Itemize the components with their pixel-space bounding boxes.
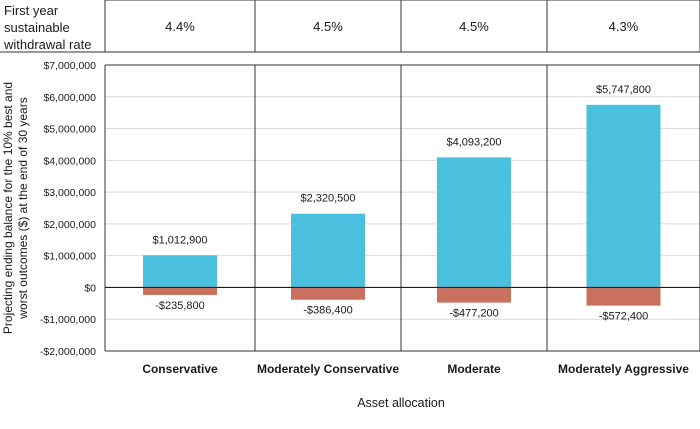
x-axis-ticks: Conservative Moderately Conservative Moder… xyxy=(142,362,689,376)
y-axis-title-line: Projecting ending balance for the 10% be… xyxy=(1,82,15,334)
withdrawal-rate-value: 4.5% xyxy=(313,19,343,34)
axis-titles: Projecting ending balance for the 10% be… xyxy=(1,82,445,410)
x-category-label: Moderately Aggressive xyxy=(558,362,689,376)
data-label-best: $1,012,900 xyxy=(152,234,207,246)
y-tick-label: $7,000,000 xyxy=(43,60,96,72)
bar-best-outcome xyxy=(437,157,511,288)
bar-best-outcome xyxy=(291,213,365,288)
y-tick-label: $3,000,000 xyxy=(43,187,96,199)
header-label-line: sustainable xyxy=(4,20,70,35)
y-axis-title: Projecting ending balance for the 10% be… xyxy=(1,82,30,334)
data-label-worst: -$477,200 xyxy=(449,308,499,320)
y-tick-label: $1,000,000 xyxy=(43,251,96,263)
panel-borders xyxy=(104,64,700,352)
data-label-best: $5,747,800 xyxy=(596,84,651,96)
data-label-worst: -$386,400 xyxy=(303,305,353,317)
y-tick-label: $6,000,000 xyxy=(43,92,96,104)
y-tick-label: $2,000,000 xyxy=(43,219,96,231)
header-label-line: First year xyxy=(4,3,59,18)
data-label-worst: -$235,800 xyxy=(155,300,205,312)
y-tick-label: -$1,000,000 xyxy=(40,314,96,326)
y-tick-label: -$2,000,000 xyxy=(40,346,96,358)
bars xyxy=(105,104,700,306)
y-axis-ticks: -$2,000,000 -$1,000,000 $0 $1,000,000 $2,000… xyxy=(40,60,96,358)
data-labels: $1,012,900 -$235,800 $2,320,500 -$386,400 $4… xyxy=(152,84,651,323)
bar-best-outcome xyxy=(143,255,217,288)
withdrawal-rate-value: 4.5% xyxy=(459,19,489,34)
data-label-best: $4,093,200 xyxy=(446,136,501,148)
withdrawal-rate-value: 4.4% xyxy=(165,19,195,34)
y-tick-label: $0 xyxy=(84,282,96,294)
bar-worst-outcome xyxy=(437,287,511,303)
bar-best-outcome xyxy=(586,104,661,288)
data-label-worst: -$572,400 xyxy=(599,311,649,323)
data-label-best: $2,320,500 xyxy=(300,193,355,205)
x-category-label: Moderately Conservative xyxy=(257,362,399,376)
bar-worst-outcome xyxy=(291,287,365,300)
withdrawal-rate-header: First year sustainable withdrawal rate 4.4%… xyxy=(0,0,700,53)
bar-worst-outcome xyxy=(143,287,217,295)
x-category-label: Conservative xyxy=(142,362,218,376)
bar-worst-outcome xyxy=(586,287,661,306)
x-axis-title: Asset allocation xyxy=(357,396,445,410)
header-label-line: withdrawal rate xyxy=(3,37,91,52)
y-axis-title-line: worst outcomes ($) at the end of 30 year… xyxy=(16,97,30,319)
x-category-label: Moderate xyxy=(447,362,501,376)
y-tick-label: $4,000,000 xyxy=(43,155,96,167)
withdrawal-rate-value: 4.3% xyxy=(609,19,639,34)
y-tick-label: $5,000,000 xyxy=(43,124,96,136)
